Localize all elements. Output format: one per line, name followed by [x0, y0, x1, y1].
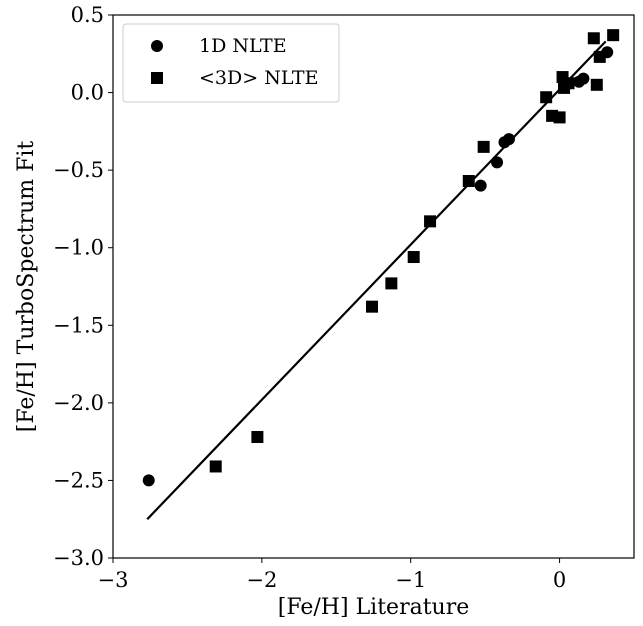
- y-axis-label: [Fe/H] TurboSpectrum Fit: [14, 141, 39, 433]
- data-point-3d-nlte: [209, 460, 222, 473]
- fit-line: [146, 40, 607, 520]
- y-tick-label: −2.0: [53, 391, 104, 415]
- x-axis-label: [Fe/H] Literature: [278, 595, 470, 620]
- data-point-1d-nlte: [502, 133, 515, 146]
- data-point-3d-nlte: [477, 140, 490, 153]
- data-point-1d-nlte: [142, 474, 155, 487]
- data-point-3d-nlte: [424, 215, 437, 228]
- data-point-1d-nlte: [491, 156, 504, 169]
- legend-marker-square: [151, 72, 163, 84]
- x-tick-label: −2: [246, 568, 277, 592]
- legend-label-1d-nlte: 1D NLTE: [199, 35, 287, 57]
- y-tick-label: −1.5: [53, 313, 104, 337]
- data-point-3d-nlte: [553, 111, 566, 124]
- data-point-3d-nlte: [587, 32, 600, 45]
- x-tick-label: −1: [395, 568, 426, 592]
- x-tick-label: −3: [98, 568, 129, 592]
- legend-marker-circle: [151, 40, 163, 52]
- data-point-3d-nlte: [462, 175, 475, 188]
- x-tick-label: 0: [553, 568, 566, 592]
- data-point-3d-nlte: [590, 78, 603, 91]
- data-marks: [142, 29, 620, 520]
- y-tick-label: −1.0: [53, 236, 104, 260]
- data-point-3d-nlte: [407, 251, 420, 264]
- data-point-3d-nlte: [540, 91, 553, 104]
- plot-frame: [112, 14, 635, 559]
- data-point-3d-nlte: [251, 430, 264, 443]
- legend-box: [122, 23, 340, 103]
- legend-label-3d-nlte: <3D> NLTE: [199, 67, 318, 89]
- y-tick-label: −2.5: [53, 468, 104, 492]
- y-tick-label: −3.0: [53, 546, 104, 570]
- data-point-3d-nlte: [593, 50, 606, 63]
- data-point-1d-nlte: [577, 72, 590, 85]
- data-point-3d-nlte: [385, 277, 398, 290]
- data-point-3d-nlte: [562, 77, 575, 90]
- data-point-3d-nlte: [366, 300, 379, 313]
- legend: 1D NLTE <3D> NLTE: [122, 23, 340, 103]
- data-point-1d-nlte: [474, 179, 487, 192]
- y-tick-label: 0.0: [71, 81, 104, 105]
- y-tick-label: −0.5: [53, 158, 104, 182]
- data-point-3d-nlte: [607, 29, 620, 42]
- y-tick-label: 0.5: [71, 3, 104, 27]
- axis-ticks: −3 −2 −1 0 −3.0 −2.5 −2.0 −1.5 −1.0 −0.5 0.0 0.5: [53, 3, 566, 592]
